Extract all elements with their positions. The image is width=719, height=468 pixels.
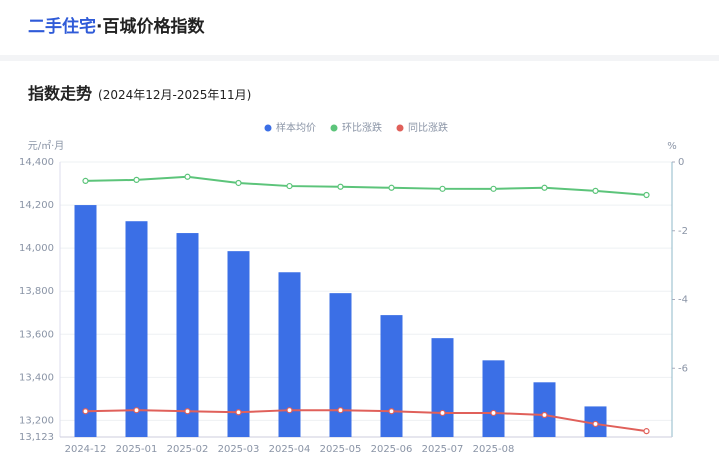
line-point	[286, 182, 293, 190]
bar	[329, 293, 352, 437]
line-point	[439, 185, 446, 192]
y2-tick-label: -4	[678, 295, 688, 306]
legend-label: 样本均价	[276, 121, 316, 134]
line-point	[133, 176, 140, 183]
x-tick-label: 2025-04	[269, 444, 311, 455]
bar	[227, 251, 250, 437]
legend-marker	[264, 124, 272, 132]
line-point	[133, 407, 140, 414]
y-tick-label: 14,000	[19, 243, 54, 254]
line-point	[286, 407, 293, 414]
line-point	[337, 183, 344, 190]
x-tick-label: 2025-08	[473, 444, 515, 455]
section-name: 指数走势	[28, 84, 93, 103]
bar	[482, 360, 505, 437]
y-tick-label: 13,200	[19, 415, 54, 426]
line	[85, 175, 647, 196]
y2-tick-label: -6	[678, 363, 688, 374]
bar	[533, 382, 556, 437]
line-point	[82, 408, 89, 415]
x-tick-label: 2024-12	[65, 444, 107, 455]
line	[85, 409, 647, 433]
x-tick-label: 2025-06	[371, 444, 413, 455]
line-point	[184, 173, 191, 180]
legend-label: 同比涨跌	[408, 121, 448, 134]
y-tick-label: 14,200	[19, 200, 54, 211]
y-tick-label: 14,400	[19, 157, 54, 168]
page-title: 二手住宅·百城价格指数	[28, 12, 204, 37]
line-point	[592, 420, 599, 428]
bar	[380, 315, 403, 437]
bar	[278, 272, 301, 437]
title-rest: ·百城价格指数	[96, 17, 205, 37]
line-point	[541, 411, 548, 419]
x-tick-label: 2025-03	[218, 444, 260, 455]
line-point	[643, 428, 650, 435]
line-point	[592, 187, 599, 194]
section-range: (2024年12月-2025年11月)	[98, 88, 252, 102]
line-point	[337, 407, 344, 414]
line-point	[388, 184, 395, 191]
legend-marker	[396, 124, 404, 132]
y-tick-label: 13,123	[19, 432, 54, 443]
bar	[431, 338, 454, 437]
line-point	[541, 184, 548, 191]
y-axis-label: 元/㎡·月	[28, 140, 65, 152]
legend-label: 环比涨跌	[342, 121, 382, 134]
y-tick-label: 13,800	[19, 286, 54, 297]
y-tick-label: 13,400	[19, 372, 54, 383]
y2-tick-label: -2	[678, 226, 688, 237]
y-tick-label: 13,600	[19, 329, 54, 340]
line-point	[490, 185, 497, 192]
title-highlight: 二手住宅	[28, 17, 96, 37]
x-tick-label: 2025-05	[320, 444, 362, 455]
x-tick-label: 2025-01	[116, 444, 158, 455]
line-point	[184, 408, 191, 415]
separator	[0, 55, 719, 61]
line-point	[490, 409, 497, 417]
bar	[74, 205, 97, 437]
line-point	[643, 191, 650, 199]
y2-tick-label: 0	[678, 157, 684, 168]
y2-axis-label: %	[667, 141, 677, 152]
line-point	[388, 408, 395, 415]
x-tick-label: 2025-07	[422, 444, 464, 455]
line-point	[235, 409, 242, 416]
section-title: 指数走势 (2024年12月-2025年11月)	[28, 80, 251, 104]
line-point	[439, 409, 446, 417]
line-point	[235, 179, 242, 187]
x-tick-label: 2025-02	[167, 444, 209, 455]
bar	[176, 233, 199, 437]
line-point	[82, 177, 89, 185]
bar	[125, 221, 148, 437]
legend-marker	[330, 124, 338, 132]
